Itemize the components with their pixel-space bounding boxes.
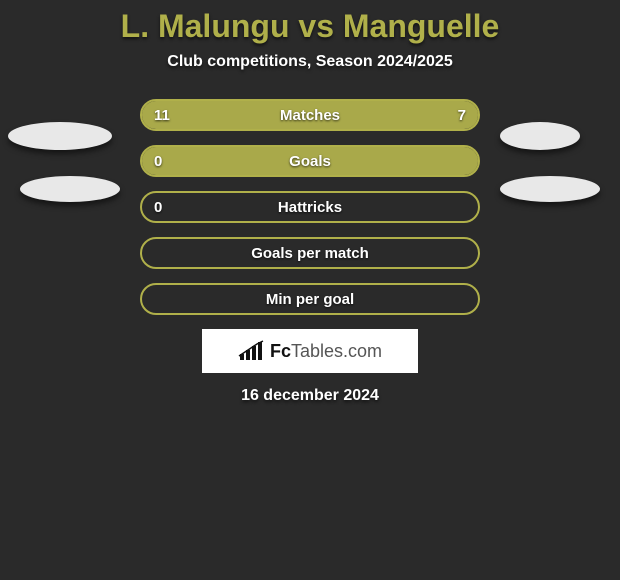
- stat-label: Matches: [142, 107, 478, 124]
- stat-row-hattricks: 0Hattricks: [140, 191, 480, 223]
- stat-label: Hattricks: [142, 199, 478, 216]
- stat-label: Min per goal: [142, 291, 478, 308]
- stat-label: Goals per match: [142, 245, 478, 262]
- avatar-placeholder: [500, 176, 600, 202]
- subtitle: Club competitions, Season 2024/2025: [0, 53, 620, 71]
- avatar-placeholder: [8, 122, 112, 150]
- avatar-placeholder: [500, 122, 580, 150]
- logo-text: FcTables.com: [270, 341, 382, 362]
- page-title: L. Malungu vs Manguelle: [0, 8, 620, 45]
- stat-label: Goals: [142, 153, 478, 170]
- date-label: 16 december 2024: [0, 387, 620, 405]
- stat-row-min-per-goal: Min per goal: [140, 283, 480, 315]
- bar-chart-icon: [238, 340, 264, 362]
- stat-row-goals-per-match: Goals per match: [140, 237, 480, 269]
- fctables-logo[interactable]: FcTables.com: [202, 329, 418, 373]
- avatar-placeholder: [20, 176, 120, 202]
- stat-row-matches: 117Matches: [140, 99, 480, 131]
- stat-row-goals: 0Goals: [140, 145, 480, 177]
